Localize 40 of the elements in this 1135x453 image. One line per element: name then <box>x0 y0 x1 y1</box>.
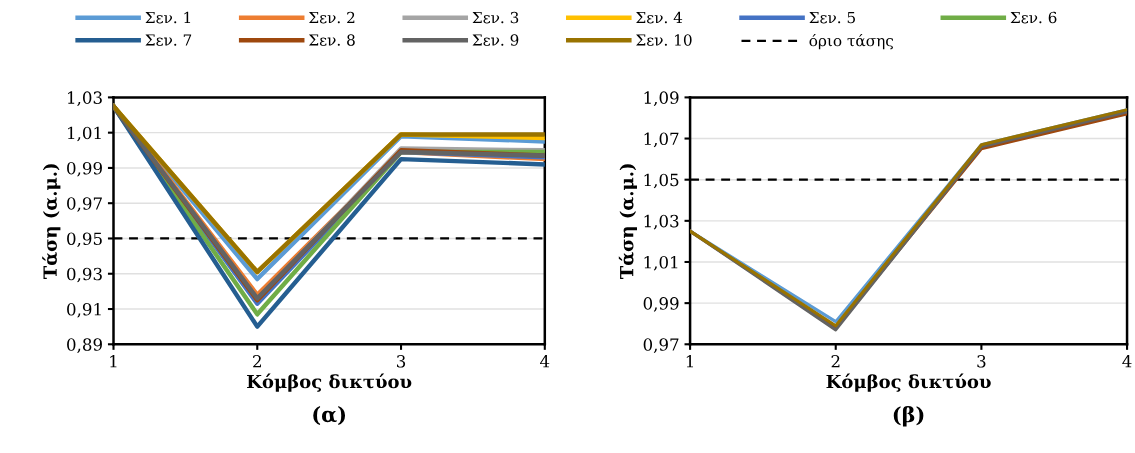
legend-label: Σεν. 2 <box>308 11 355 24</box>
x-axis-title: Κόμβος δικτύου <box>826 373 991 392</box>
legend-label: Σεν. 1 <box>145 11 191 24</box>
y-tick-label: 0,93 <box>67 267 102 283</box>
legend-label: Σεν. 5 <box>809 11 855 24</box>
y-tick-label: 0,91 <box>67 302 101 318</box>
y-axis-title: Τάση (α.μ.) <box>618 164 637 280</box>
legend-label: Σεν. 7 <box>145 34 192 46</box>
x-tick-label: 4 <box>1122 354 1132 368</box>
legend-label: Σεν. 3 <box>472 11 519 24</box>
y-tick-label: 0,97 <box>643 338 679 353</box>
x-tick-label: 2 <box>831 354 840 368</box>
y-tick-label: 1,01 <box>644 255 678 271</box>
text: (α) <box>313 406 346 426</box>
y-tick-label: 0,97 <box>67 197 102 212</box>
y-tick-label: 0,99 <box>643 297 679 312</box>
x-tick-label: 2 <box>253 354 261 368</box>
x-tick-label: 3 <box>977 354 986 368</box>
x-tick-label: 4 <box>540 354 550 368</box>
legend-label: Σεν. 6 <box>1010 11 1057 24</box>
x-tick-label: 1 <box>110 354 117 368</box>
legend-label: όριο τάσης <box>809 33 893 50</box>
y-tick-label: 0,99 <box>67 161 102 177</box>
y-tick-label: 1,01 <box>68 126 101 142</box>
y-tick-label: 0,89 <box>67 338 102 353</box>
text: (β) <box>893 406 924 427</box>
x-tick-label: 3 <box>397 354 406 368</box>
y-tick-label: 1,05 <box>644 173 679 189</box>
y-axis-title: Τάση (α.μ.) <box>42 164 61 280</box>
legend-label: Σεν. 9 <box>472 34 519 46</box>
y-tick-label: 1,03 <box>68 91 102 106</box>
legend-label: Σεν. 8 <box>308 34 355 46</box>
y-tick-label: 1,03 <box>644 214 679 230</box>
y-tick-label: 1,09 <box>644 91 679 106</box>
legend-label: Σεν. 4 <box>636 11 683 24</box>
x-tick-label: 1 <box>686 354 694 368</box>
y-tick-label: 0,95 <box>67 232 102 248</box>
y-tick-label: 1,07 <box>644 132 679 148</box>
legend-label: Σεν. 10 <box>636 34 692 46</box>
x-axis-title: Κόμβος δικτύου <box>247 373 412 392</box>
